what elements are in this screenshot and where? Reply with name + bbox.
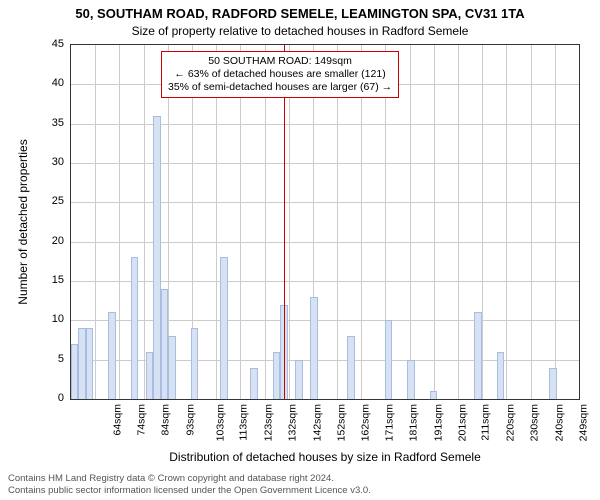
gridline-x [410,45,411,399]
histogram-bar [347,336,354,399]
histogram-bar [295,360,302,399]
ytick-label: 5 [34,353,64,365]
histogram-bar [146,352,153,399]
xtick-label: 103sqm [214,404,226,441]
footer-text: Contains HM Land Registry data © Crown c… [8,473,371,496]
gridline-y [71,281,579,282]
gridline-x [531,45,532,399]
xtick-label: 142sqm [311,404,323,441]
histogram-bar [78,328,85,399]
gridline-y [71,202,579,203]
histogram-bar [108,312,115,399]
xtick-label: 74sqm [136,404,148,436]
histogram-bar [474,312,481,399]
histogram-bar [430,391,437,399]
gridline-x [95,45,96,399]
histogram-bar [191,328,198,399]
xtick-label: 132sqm [287,404,299,441]
ytick-label: 35 [34,117,64,129]
gridline-x [506,45,507,399]
ytick-label: 25 [34,195,64,207]
annot-line-1: 50 SOUTHAM ROAD: 149sqm [168,55,392,68]
xtick-label: 230sqm [529,404,541,441]
xtick-label: 84sqm [160,404,172,436]
xtick-label: 211sqm [480,404,492,441]
chart-title-main: 50, SOUTHAM ROAD, RADFORD SEMELE, LEAMIN… [0,6,600,21]
gridline-x [458,45,459,399]
gridline-x [434,45,435,399]
ytick-label: 10 [34,313,64,325]
annotation-box: 50 SOUTHAM ROAD: 149sqm ← 63% of detache… [161,51,399,98]
footer-line-2: Contains public sector information licen… [8,485,371,496]
gridline-x [555,45,556,399]
ytick-label: 0 [34,392,64,404]
xtick-label: 123sqm [263,404,275,441]
xtick-label: 64sqm [112,404,124,436]
xtick-label: 191sqm [432,404,444,441]
histogram-bar [153,116,160,399]
gridline-y [71,124,579,125]
gridline-y [71,242,579,243]
xtick-label: 152sqm [335,404,347,441]
ytick-label: 40 [34,77,64,89]
histogram-bar [497,352,504,399]
histogram-bar [385,320,392,399]
histogram-bar [71,344,78,399]
ytick-label: 30 [34,156,64,168]
footer-line-1: Contains HM Land Registry data © Crown c… [8,473,371,484]
xtick-label: 162sqm [359,404,371,441]
histogram-bar [549,368,556,399]
gridline-y [71,163,579,164]
xtick-label: 201sqm [456,404,468,441]
gridline-x [119,45,120,399]
histogram-bar [310,297,317,399]
chart-title-sub: Size of property relative to detached ho… [0,24,600,38]
x-axis-label: Distribution of detached houses by size … [70,450,580,464]
xtick-label: 249sqm [577,404,589,441]
histogram-bar [86,328,93,399]
gridline-y [71,320,579,321]
xtick-label: 113sqm [238,404,250,441]
annot-line-2: ← 63% of detached houses are smaller (12… [168,68,392,81]
histogram-bar [250,368,257,399]
histogram-bar [407,360,414,399]
ytick-label: 15 [34,274,64,286]
chart-container: 50, SOUTHAM ROAD, RADFORD SEMELE, LEAMIN… [0,0,600,500]
histogram-bar [273,352,280,399]
histogram-bar [131,257,138,399]
ytick-label: 45 [34,38,64,50]
gridline-x [482,45,483,399]
annot-line-3: 35% of semi-detached houses are larger (… [168,81,392,94]
gridline-x [144,45,145,399]
histogram-bar [168,336,175,399]
y-axis-label: Number of detached properties [16,44,30,400]
plot-area: 50 SOUTHAM ROAD: 149sqm ← 63% of detache… [70,44,580,400]
histogram-bar [220,257,227,399]
xtick-label: 220sqm [505,404,517,441]
xtick-label: 181sqm [408,404,420,441]
xtick-label: 93sqm [184,404,196,436]
xtick-label: 240sqm [553,404,565,441]
histogram-bar [161,289,168,399]
xtick-label: 171sqm [384,404,396,441]
ytick-label: 20 [34,235,64,247]
